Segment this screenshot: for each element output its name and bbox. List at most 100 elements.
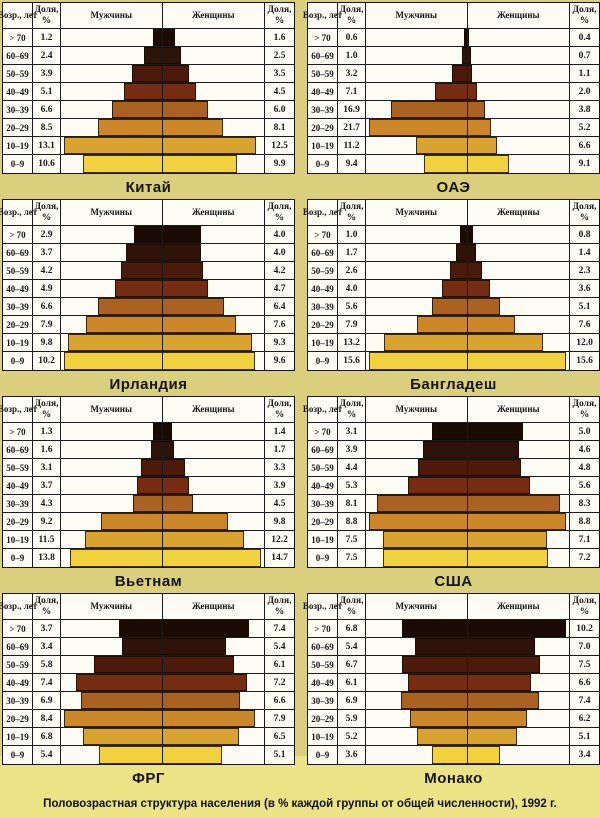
bar-area xyxy=(61,280,264,297)
pyramid-row: 50–59 4.4 4.8 xyxy=(308,459,599,477)
female-bar xyxy=(467,29,470,46)
men-header-cell: Мужчины xyxy=(366,594,468,619)
female-bar xyxy=(162,316,236,333)
bar-area xyxy=(61,656,264,673)
women-header-cell: Женщины xyxy=(163,397,265,422)
male-bar xyxy=(82,728,162,745)
female-share-value: 3.9 xyxy=(264,477,294,494)
age-group-label: > 70 xyxy=(3,226,33,243)
women-header-label: Женщины xyxy=(496,601,540,612)
bar-area xyxy=(61,262,264,279)
male-share-value: 6.8 xyxy=(338,620,366,637)
female-bar xyxy=(467,423,524,440)
pyramid-row: 30–39 6.6 6.0 xyxy=(3,101,294,119)
male-share-value: 1.2 xyxy=(33,29,61,46)
female-bar-area xyxy=(467,65,570,82)
female-bar-area xyxy=(162,298,265,315)
bar-area xyxy=(61,459,264,476)
bar-area xyxy=(366,155,569,173)
pyramid-row: 40–49 7.4 7.2 xyxy=(3,674,294,692)
male-bar xyxy=(369,352,467,370)
male-bar-area xyxy=(61,334,163,351)
female-bar-area xyxy=(162,674,265,691)
male-share-value: 3.6 xyxy=(338,746,366,764)
female-bar xyxy=(467,459,522,476)
female-bar xyxy=(467,656,540,673)
female-bar xyxy=(162,423,172,440)
male-bar xyxy=(64,352,162,370)
men-header-cell: Мужчины xyxy=(61,397,163,422)
age-column-header: Возр., лет xyxy=(0,3,37,28)
female-bar-area xyxy=(467,459,570,476)
age-group-label: 60–69 xyxy=(308,244,338,261)
bar-area xyxy=(61,29,264,46)
women-header-cell: Женщины xyxy=(468,397,570,422)
male-bar-area xyxy=(61,119,163,136)
female-bar-area xyxy=(162,495,265,512)
age-group-label: 0–9 xyxy=(308,549,338,567)
male-share-value: 4.3 xyxy=(33,495,61,512)
male-bar-area xyxy=(366,262,468,279)
male-bar xyxy=(432,746,467,764)
male-bar xyxy=(390,101,467,118)
men-header-label: Мужчины xyxy=(90,207,133,218)
female-share-value: 3.4 xyxy=(569,746,599,764)
female-share-column-header: Доля, % xyxy=(569,200,599,225)
pyramid-row: 40–49 6.1 6.6 xyxy=(308,674,599,692)
bar-area xyxy=(61,298,264,315)
pyramid-row: 50–59 3.9 3.5 xyxy=(3,65,294,83)
bar-area xyxy=(61,441,264,458)
male-share-value: 8.1 xyxy=(338,495,366,512)
male-bar-area xyxy=(366,29,468,46)
male-bar xyxy=(152,29,162,46)
pyramid-row: 30–39 5.6 5.1 xyxy=(308,298,599,316)
male-bar xyxy=(75,674,162,691)
women-header-cell: Женщины xyxy=(163,3,265,28)
female-bar xyxy=(162,352,256,370)
female-share-value: 5.4 xyxy=(264,638,294,655)
male-bar-area xyxy=(366,119,468,136)
female-bar-area xyxy=(467,352,570,370)
age-group-label: 40–49 xyxy=(3,83,33,100)
male-share-value: 11.2 xyxy=(338,137,366,154)
men-header-cell: Мужчины xyxy=(366,200,468,225)
age-group-label: 10–19 xyxy=(3,531,33,548)
chart-title: Вьетнам xyxy=(114,573,183,590)
bar-area xyxy=(61,244,264,261)
female-share-value: 2.3 xyxy=(569,262,599,279)
age-group-label: 40–49 xyxy=(308,674,338,691)
female-bar-area xyxy=(467,226,570,243)
chart-title: ОАЭ xyxy=(436,179,471,196)
pyramid-row: 30–39 6.6 6.4 xyxy=(3,298,294,316)
age-group-label: 10–19 xyxy=(3,334,33,351)
men-header-label: Мужчины xyxy=(395,601,438,612)
male-bar xyxy=(416,728,467,745)
pyramid-row: 50–59 5.8 6.1 xyxy=(3,656,294,674)
male-bar-area xyxy=(366,513,468,530)
male-share-value: 6.1 xyxy=(338,674,366,691)
pyramid-row: > 70 1.0 0.8 xyxy=(308,226,599,244)
male-share-value: 4.4 xyxy=(338,459,366,476)
male-share-value: 6.6 xyxy=(33,101,61,118)
age-group-label: 40–49 xyxy=(3,674,33,691)
pyramid-row: 20–29 8.4 7.9 xyxy=(3,710,294,728)
men-header-label: Мужчины xyxy=(90,404,133,415)
female-share-column-header: Доля, % xyxy=(264,200,294,225)
female-bar-area xyxy=(162,65,265,82)
male-share-value: 1.0 xyxy=(338,226,366,243)
male-bar-area xyxy=(61,101,163,118)
female-bar xyxy=(162,549,261,567)
female-bar xyxy=(467,65,473,82)
sex-headers-area: Мужчины Женщины xyxy=(366,3,569,28)
female-share-value: 9.8 xyxy=(264,513,294,530)
female-bar xyxy=(162,226,202,243)
pyramid-row: 60–69 1.6 1.7 xyxy=(3,441,294,459)
female-bar xyxy=(162,155,237,173)
male-bar xyxy=(114,280,162,297)
male-bar xyxy=(121,262,162,279)
male-bar xyxy=(86,316,162,333)
female-bar-area xyxy=(467,101,570,118)
male-bar-area xyxy=(366,101,468,118)
header-row: Возр., лет Доля, % Мужчины Женщины Доля, % xyxy=(303,594,599,620)
pyramid-row: > 70 1.3 1.4 xyxy=(3,423,294,441)
